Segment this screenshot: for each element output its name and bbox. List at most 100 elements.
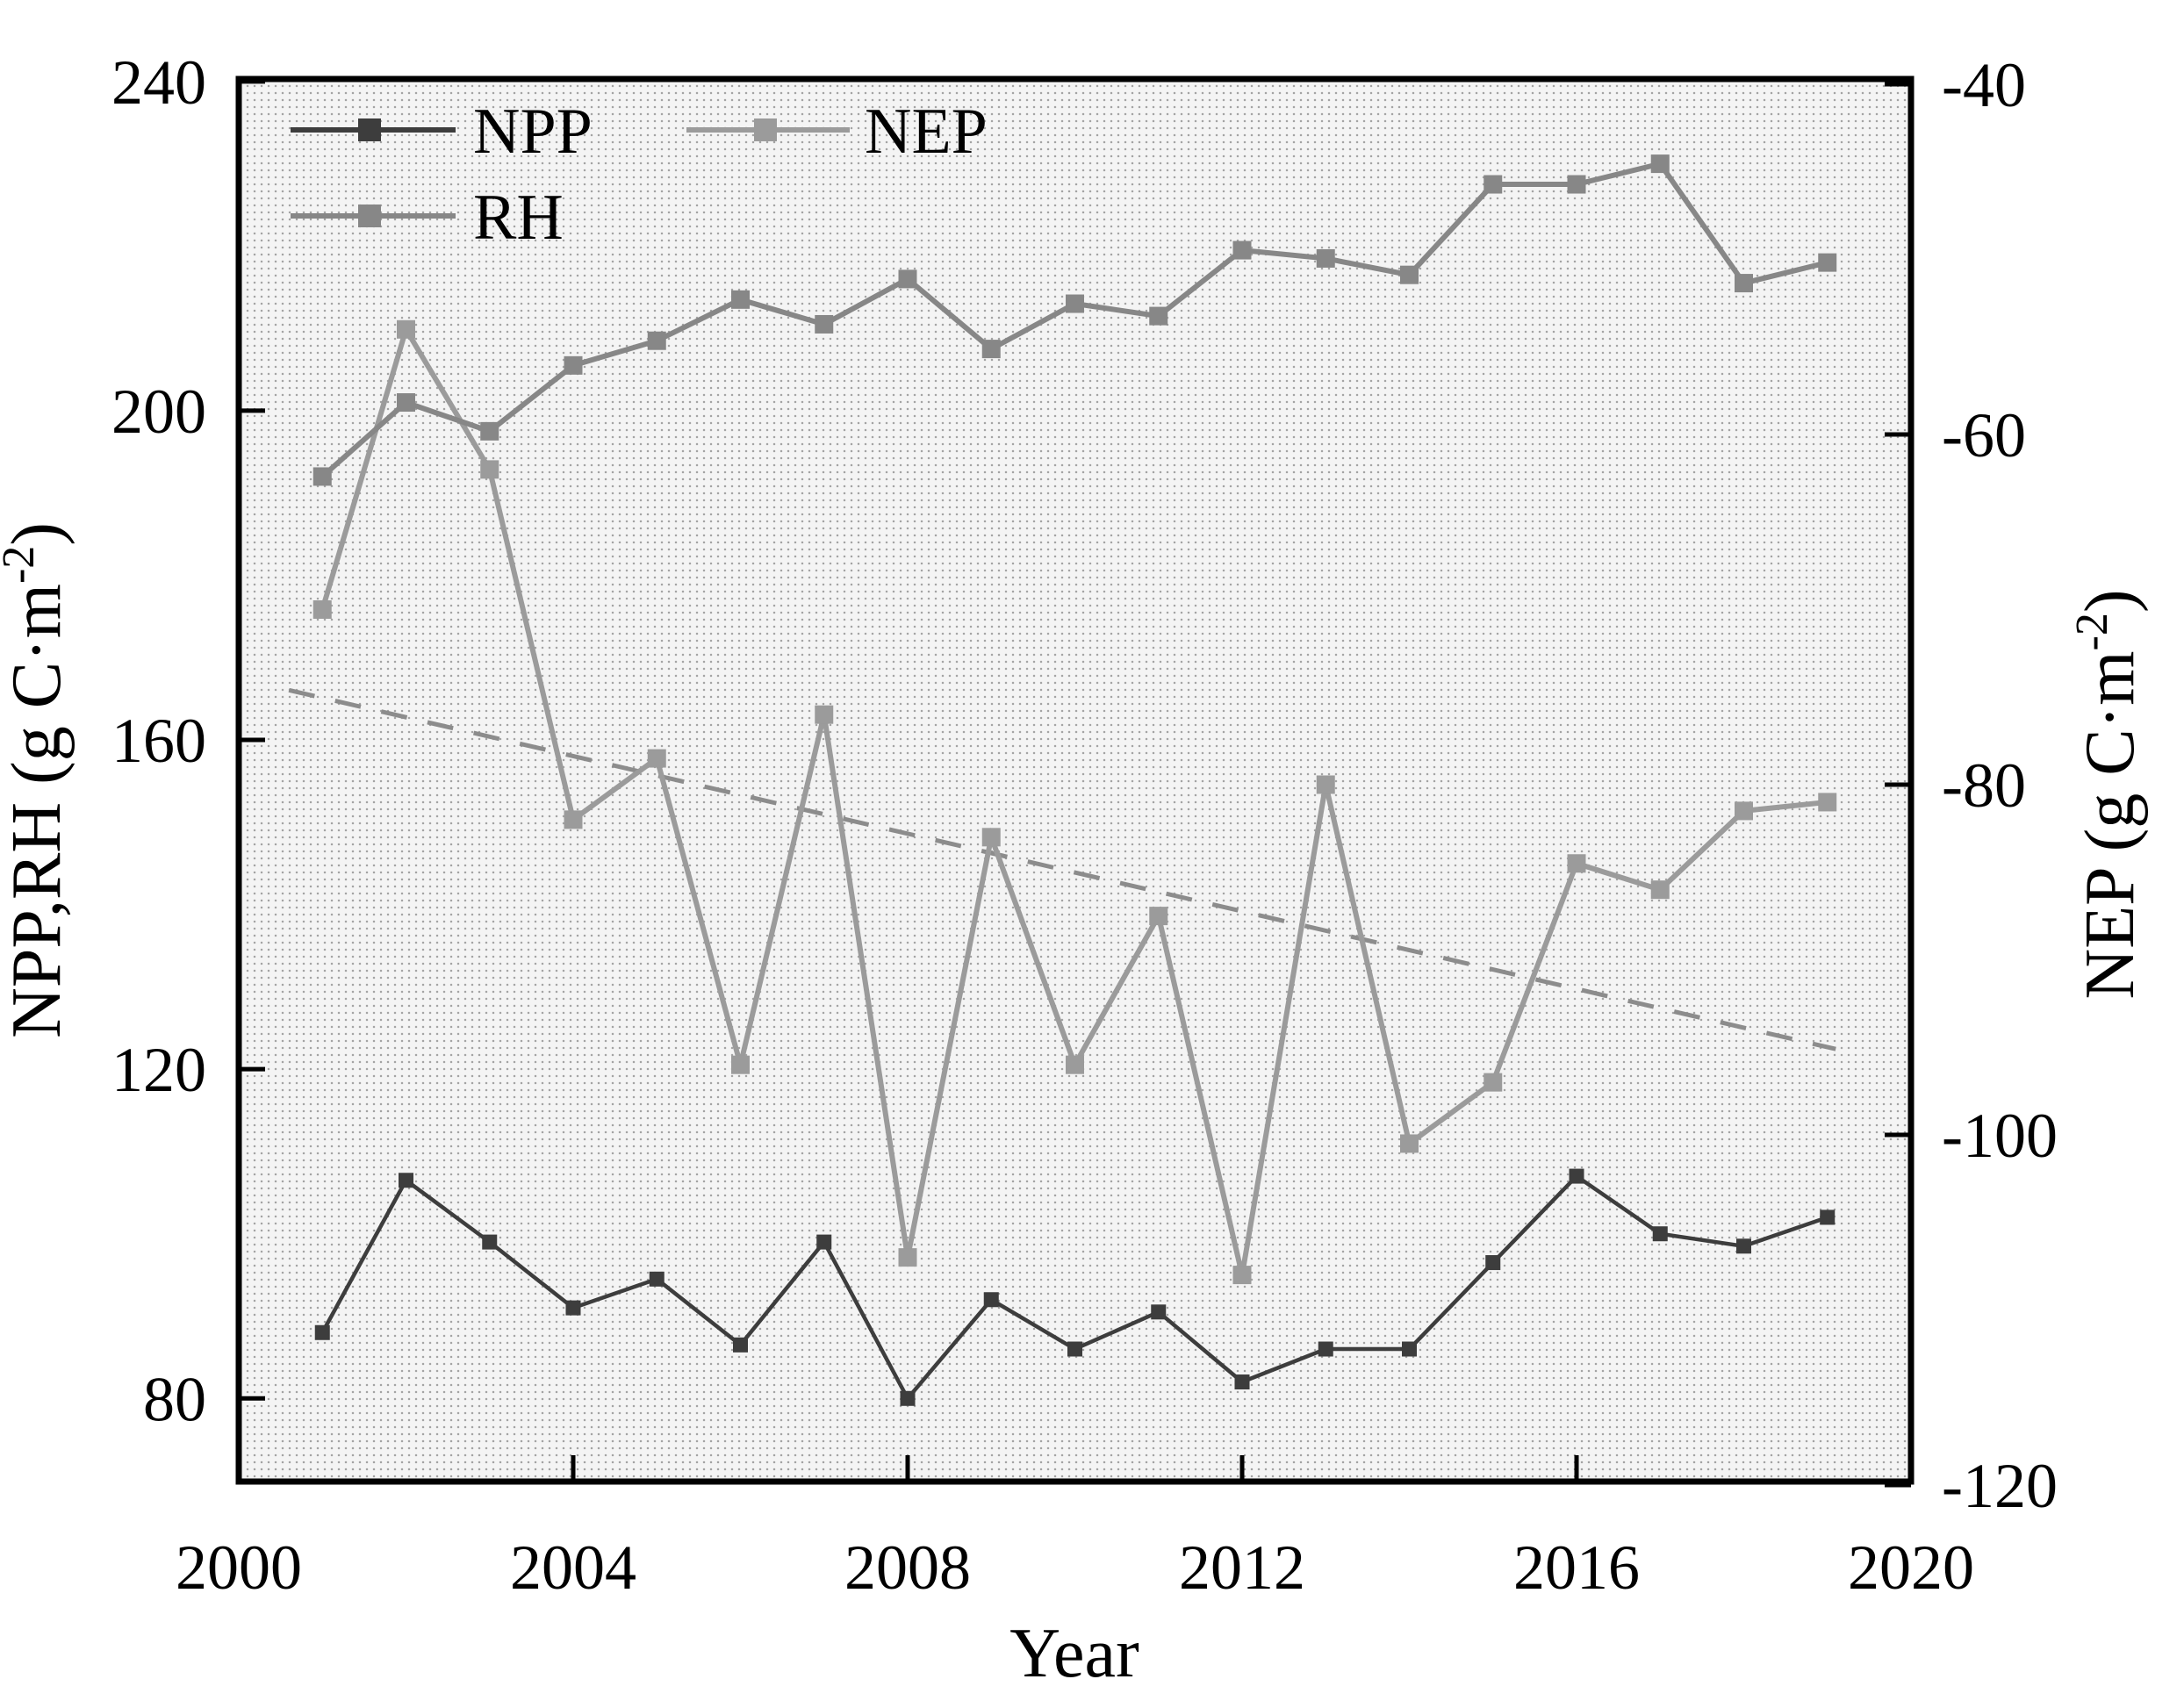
nep-marker: [564, 810, 583, 829]
right-axis-title-end: ): [2072, 590, 2149, 614]
npp-marker: [816, 1234, 832, 1250]
nep-marker: [1484, 1073, 1503, 1092]
npp-marker: [1820, 1209, 1836, 1225]
rh-marker: [731, 290, 750, 309]
nep-marker: [647, 749, 666, 768]
legend-item-rh: RH: [291, 182, 564, 254]
npp-marker: [1067, 1341, 1082, 1357]
left-axis-title: NPP,RH (g C·m-2): [0, 522, 75, 1038]
right-tick-label: -100: [1942, 1101, 2058, 1171]
nep-marker: [480, 460, 499, 479]
rh-marker: [564, 355, 583, 375]
npp-marker: [565, 1300, 581, 1316]
rh-marker: [1149, 306, 1168, 326]
npp-series: [314, 1168, 1836, 1406]
plot-frame: [235, 75, 1915, 1485]
left-tick-label: 120: [111, 1035, 206, 1105]
rh-marker: [981, 340, 1001, 359]
rh-marker: [1066, 294, 1084, 313]
npp-legend-marker: [358, 118, 381, 141]
right-tick-label: -40: [1942, 50, 2026, 120]
nep-marker: [1650, 880, 1670, 900]
x-tick-label: 2000: [176, 1532, 302, 1603]
nep-marker: [1567, 854, 1586, 873]
nep-marker: [731, 1055, 750, 1074]
right-axis-title-sup: -2: [2067, 613, 2117, 650]
npp-marker: [1569, 1168, 1584, 1184]
npp-marker: [983, 1292, 999, 1308]
right-tick-label: -80: [1942, 750, 2026, 821]
plot-area-background: [239, 79, 1911, 1482]
right-tick-label: -120: [1942, 1451, 2058, 1521]
npp-marker: [1234, 1374, 1250, 1390]
nep-legend-label: NEP: [865, 96, 988, 168]
npp-marker: [1402, 1341, 1417, 1357]
npp-legend-label: NPP: [473, 96, 593, 168]
rh-legend-marker: [358, 205, 381, 227]
rh-marker: [313, 467, 332, 486]
tick-labels-group: 2000 2004 2008 2012 2016 2020 240 200 160 120 80 -4…: [111, 47, 2058, 1603]
rh-marker: [1818, 253, 1837, 272]
nep-marker: [815, 705, 834, 724]
nep-marker: [1232, 1266, 1252, 1285]
npp-marker: [1652, 1226, 1668, 1242]
npp-marker: [399, 1173, 413, 1188]
rh-marker: [1735, 274, 1753, 293]
left-tick-label: 200: [111, 377, 206, 447]
nep-marker: [1066, 1055, 1084, 1074]
x-axis-title: Year: [1009, 1615, 1139, 1692]
rh-marker: [1316, 248, 1335, 268]
rh-marker: [397, 393, 415, 413]
nep-marker: [1818, 793, 1837, 812]
right-axis-title: NEP (g C·m-2): [2067, 590, 2149, 1000]
npp-marker: [733, 1337, 748, 1353]
nep-series: [313, 319, 1837, 1285]
rh-marker: [1567, 175, 1586, 194]
npp-marker: [1485, 1255, 1501, 1271]
legend-item-npp: NPP: [291, 96, 593, 168]
npp-marker: [1736, 1238, 1751, 1254]
legend: NPP NEP RH: [291, 96, 988, 254]
nep-legend-marker: [754, 118, 777, 141]
npp-marker: [482, 1234, 498, 1250]
left-tick-label: 160: [111, 706, 206, 776]
rh-marker: [480, 421, 499, 441]
rh-marker: [1400, 265, 1419, 284]
x-tick-label: 2016: [1513, 1532, 1640, 1603]
left-axis-title-main: NPP,RH (g C·m: [0, 584, 75, 1038]
left-tick-label: 240: [111, 47, 206, 118]
nep-marker: [981, 828, 1001, 847]
left-axis-title-end: ): [0, 522, 75, 546]
nep-marker: [898, 1248, 917, 1267]
x-tick-label: 2020: [1848, 1532, 1974, 1603]
nep-marker: [1316, 775, 1335, 794]
nep-marker: [1149, 907, 1168, 926]
rh-marker: [647, 331, 666, 350]
rh-marker: [1650, 154, 1670, 174]
rh-marker: [898, 269, 917, 289]
legend-item-nep: NEP: [686, 96, 988, 168]
x-tick-label: 2012: [1179, 1532, 1305, 1603]
nep-marker: [397, 319, 415, 339]
right-axis-title-main: NEP (g C·m: [2072, 650, 2149, 999]
npp-marker: [1318, 1341, 1333, 1357]
x-tick-label: 2004: [510, 1532, 636, 1603]
rh-marker: [1232, 240, 1252, 260]
npp-marker: [900, 1390, 916, 1406]
rh-marker: [1484, 175, 1503, 194]
right-tick-label: -60: [1942, 400, 2026, 470]
x-tick-label: 2008: [844, 1532, 971, 1603]
rh-series: [313, 154, 1837, 486]
rh-legend-label: RH: [473, 182, 564, 254]
npp-marker: [649, 1271, 665, 1287]
npp-marker: [1151, 1304, 1167, 1320]
left-axis-title-sup: -2: [0, 546, 44, 584]
nep-marker: [1735, 801, 1753, 821]
data-series-group: [313, 154, 1837, 1406]
nep-marker: [313, 599, 332, 619]
nep-marker: [1400, 1134, 1419, 1153]
rh-marker: [815, 314, 834, 334]
left-tick-label: 80: [143, 1364, 206, 1434]
